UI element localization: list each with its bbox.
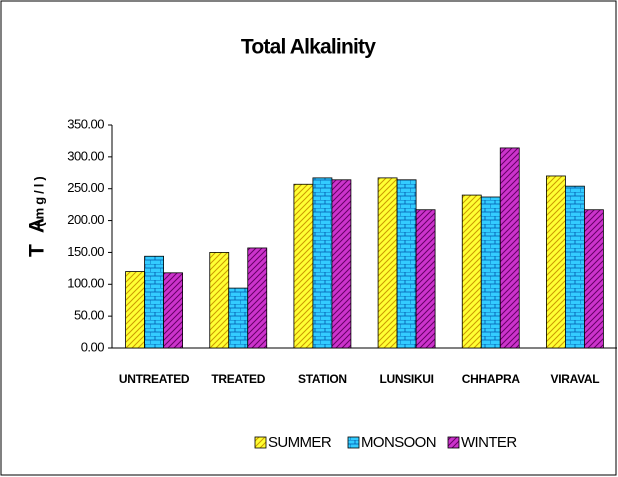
- y-tick-label: 100.00: [67, 276, 104, 291]
- x-tick-label: TREATED: [211, 372, 265, 386]
- x-tick-label: UNTREATED: [119, 372, 190, 386]
- bar: [228, 287, 249, 349]
- y-axis-label: T A: [26, 215, 49, 257]
- bar: [480, 196, 501, 349]
- x-tick-label: LUNSIKUI: [379, 372, 433, 386]
- y-tick-label: 300.00: [67, 148, 104, 163]
- y-tick-label: 350.00: [67, 116, 104, 131]
- bar: [415, 209, 436, 349]
- y-tick-label: 250.00: [67, 180, 104, 195]
- bar: [209, 252, 230, 349]
- chart-title: Total Alkalinity: [241, 36, 376, 59]
- bar: [125, 271, 145, 349]
- legend-label: WINTER: [461, 434, 517, 451]
- bar: [331, 179, 352, 349]
- bar: [565, 185, 585, 349]
- y-tick-label: 200.00: [67, 212, 104, 227]
- x-tick-label: VIRAVAL: [551, 372, 600, 386]
- y-tick-label: 50.00: [74, 308, 104, 323]
- y-axis-unit: (mg/l): [31, 173, 46, 226]
- bar: [461, 194, 482, 349]
- bar: [312, 177, 333, 349]
- legend-swatch: [347, 436, 360, 449]
- x-tick-label: STATION: [298, 372, 347, 386]
- bar: [584, 209, 604, 349]
- bar: [293, 183, 314, 349]
- legend-label: MONSOON: [361, 434, 436, 451]
- legend-swatch: [447, 436, 460, 449]
- legend-label: SUMMER: [268, 434, 332, 451]
- legend-swatch: [254, 436, 267, 449]
- y-tick-label: 0.00: [81, 339, 105, 354]
- bar: [377, 177, 398, 349]
- bar: [396, 179, 417, 349]
- y-tick-label: 150.00: [67, 244, 104, 259]
- bar: [247, 247, 268, 349]
- bar: [546, 175, 566, 349]
- bar: [499, 147, 520, 349]
- bar: [144, 255, 164, 349]
- x-tick-label: CHHAPRA: [462, 372, 521, 386]
- bar: [163, 272, 183, 349]
